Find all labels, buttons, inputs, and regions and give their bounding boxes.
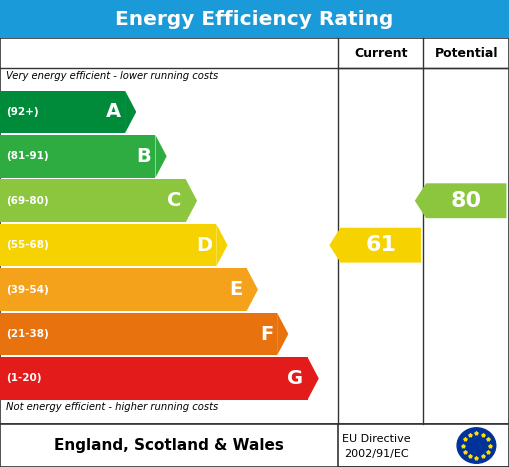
Text: A: A — [106, 102, 121, 121]
Text: England, Scotland & Wales: England, Scotland & Wales — [54, 438, 284, 453]
Text: (69-80): (69-80) — [6, 196, 49, 206]
Polygon shape — [155, 135, 166, 177]
Text: E: E — [230, 280, 243, 299]
Text: (39-54): (39-54) — [6, 284, 49, 295]
Text: 80: 80 — [450, 191, 482, 211]
Circle shape — [457, 428, 496, 463]
Polygon shape — [277, 313, 288, 355]
Text: (1-20): (1-20) — [6, 374, 42, 383]
Text: Not energy efficient - higher running costs: Not energy efficient - higher running co… — [6, 402, 218, 412]
Bar — [0, 179, 186, 222]
Text: Energy Efficiency Rating: Energy Efficiency Rating — [116, 10, 393, 28]
Text: EU Directive: EU Directive — [342, 434, 411, 444]
Text: F: F — [260, 325, 273, 344]
Polygon shape — [186, 179, 197, 222]
Polygon shape — [329, 228, 421, 262]
Bar — [0, 135, 155, 177]
Polygon shape — [125, 91, 136, 133]
Text: B: B — [136, 147, 151, 166]
Polygon shape — [307, 357, 319, 400]
Polygon shape — [216, 224, 228, 267]
Bar — [0, 424, 509, 467]
Text: Very energy efficient - lower running costs: Very energy efficient - lower running co… — [6, 71, 218, 80]
Bar — [0, 0, 509, 38]
Bar — [0, 91, 125, 133]
Text: (21-38): (21-38) — [6, 329, 49, 339]
Bar — [0, 38, 509, 424]
Text: D: D — [196, 236, 212, 255]
Text: (81-91): (81-91) — [6, 151, 49, 161]
Text: Current: Current — [354, 47, 408, 60]
Bar — [0, 313, 277, 355]
Text: C: C — [167, 191, 182, 210]
Text: 2002/91/EC: 2002/91/EC — [344, 449, 409, 459]
Bar — [0, 224, 216, 267]
Bar — [0, 269, 247, 311]
Text: (92+): (92+) — [6, 107, 39, 117]
Polygon shape — [247, 269, 258, 311]
Text: Potential: Potential — [435, 47, 498, 60]
Polygon shape — [415, 183, 506, 218]
Text: (55-68): (55-68) — [6, 240, 49, 250]
Bar — [0, 357, 307, 400]
Text: 61: 61 — [365, 235, 396, 255]
Text: G: G — [288, 369, 303, 388]
